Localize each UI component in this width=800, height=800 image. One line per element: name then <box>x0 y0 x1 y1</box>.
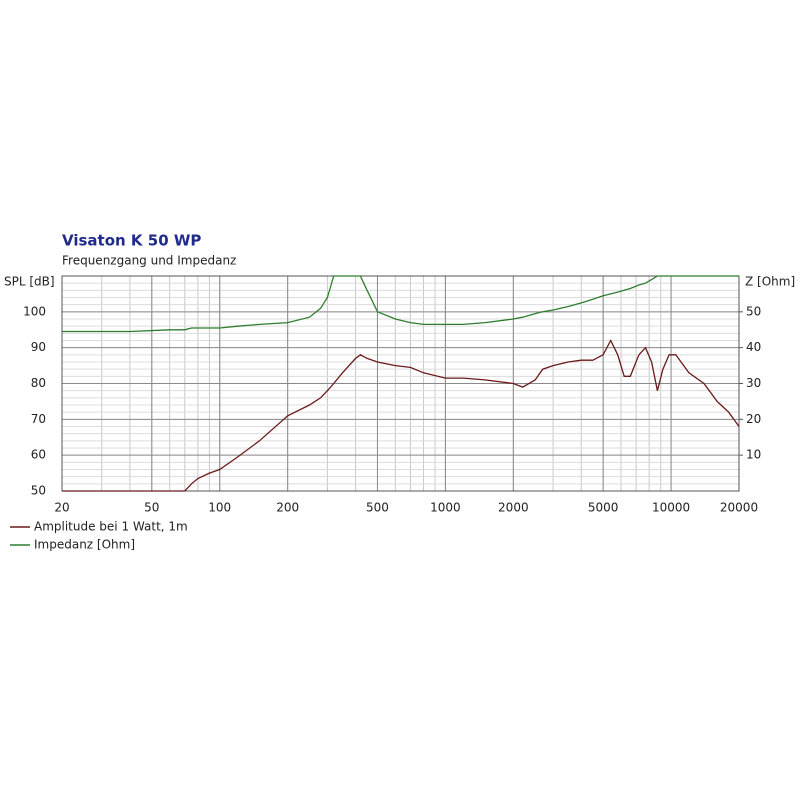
y-tick-label: 80 <box>31 376 46 390</box>
y-tick-label: 50 <box>31 484 46 498</box>
y2-tick-label: 10 <box>746 448 761 462</box>
chart-title: Visaton K 50 WP <box>62 232 201 250</box>
series-line <box>62 339 740 492</box>
x-tick-label: 200 <box>276 501 299 515</box>
x-tick-label: 20000 <box>720 501 758 515</box>
x-tick-label: 10000 <box>652 501 690 515</box>
y2-axis-label: Z [Ohm] <box>745 275 795 289</box>
y-tick-label: 100 <box>23 304 46 318</box>
x-tick-label: 500 <box>366 501 389 515</box>
y-tick-label: 60 <box>31 448 46 462</box>
x-tick-label: 50 <box>144 501 159 515</box>
y-tick-label: 70 <box>31 412 46 426</box>
y2-tick-label: 30 <box>746 376 761 390</box>
legend-label: Impedanz [Ohm] <box>34 538 135 552</box>
x-tick-label: 2000 <box>498 501 529 515</box>
legend-label: Amplitude bei 1 Watt, 1m <box>34 520 188 534</box>
y-tick-label: 90 <box>31 340 46 354</box>
series-line <box>62 275 739 333</box>
x-tick-label: 100 <box>208 501 231 515</box>
x-tick-label: 5000 <box>588 501 619 515</box>
y-axis-label: SPL [dB] <box>4 275 55 289</box>
y2-tick-label: 50 <box>746 304 761 318</box>
y2-tick-label: 20 <box>746 412 761 426</box>
x-tick-label: 20 <box>54 501 69 515</box>
y2-tick-label: 40 <box>746 340 761 354</box>
plot-frame <box>61 275 740 492</box>
x-tick-label: 1000 <box>430 501 461 515</box>
chart-subtitle: Frequenzgang und Impedanz <box>62 254 236 268</box>
